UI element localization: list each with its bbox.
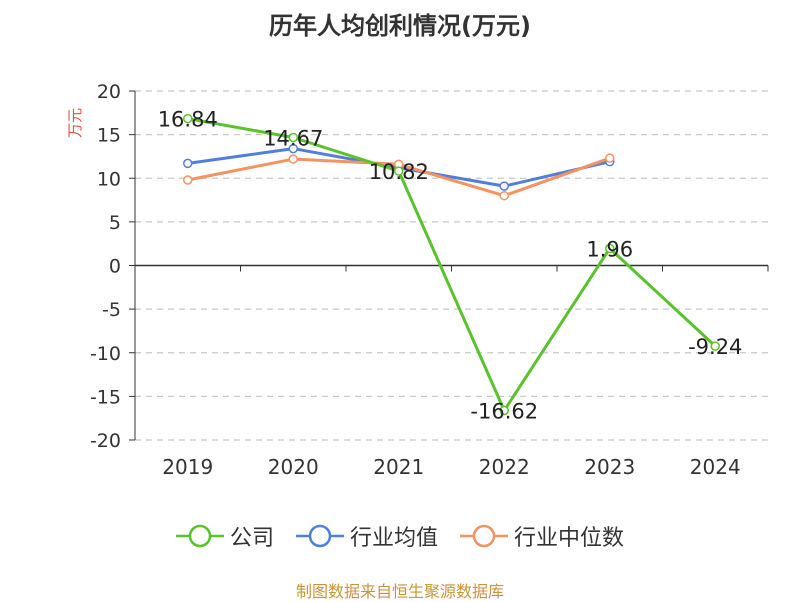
y-tick-label: 15 — [97, 125, 121, 147]
y-tick-label: -15 — [90, 386, 121, 408]
legend-item[interactable]: 公司 — [175, 520, 274, 552]
legend: 公司 行业均值 行业中位数 — [0, 520, 800, 552]
x-tick-label: 2024 — [690, 455, 741, 479]
data-labels: 16.84 14.67 10.82 -16.62 1.96 -9.24 — [158, 108, 743, 424]
data-point — [605, 243, 615, 254]
data-point — [499, 405, 509, 416]
data-label: -9.24 — [688, 335, 742, 359]
y-tick-label: -5 — [102, 299, 121, 321]
x-tick-label: 2020 — [268, 455, 319, 479]
x-tick-label: 2022 — [479, 455, 530, 479]
data-label: 16.84 — [158, 108, 218, 132]
data-point — [183, 175, 193, 185]
axes: 20 15 10 5 0 -5 -10 -15 -20 2019 2020 2021 2022 2023 2… — [66, 81, 769, 479]
y-tick-label: -20 — [90, 430, 121, 452]
legend-label: 行业中位数 — [514, 526, 625, 551]
data-label: -16.62 — [470, 400, 538, 424]
data-point — [710, 341, 720, 351]
data-point — [183, 158, 193, 169]
legend-marker-icon — [175, 524, 224, 548]
data-point — [499, 181, 509, 191]
x-tick-label: 2021 — [373, 455, 424, 479]
legend-marker-icon — [295, 524, 344, 548]
y-tick-label: -10 — [90, 343, 121, 365]
y-tick-label: 10 — [97, 168, 121, 190]
legend-label: 公司 — [229, 526, 274, 551]
data-point — [288, 154, 298, 164]
y-tick-label: 20 — [97, 81, 121, 103]
legend-label: 行业均值 — [349, 526, 438, 551]
x-tick-label: 2019 — [162, 455, 213, 479]
y-tick-label: 5 — [109, 212, 121, 234]
y-axis-label: 万元 — [66, 108, 84, 138]
data-point — [499, 190, 509, 201]
legend-marker-icon — [460, 524, 508, 548]
data-label: 14.67 — [263, 127, 323, 151]
data-point — [394, 166, 404, 176]
legend-item[interactable]: 行业中位数 — [460, 520, 624, 552]
data-label: 10.82 — [369, 160, 429, 184]
x-tick-label: 2023 — [584, 455, 635, 479]
series-line — [187, 117, 717, 413]
source-note: 制图数据来自恒生聚源数据库 — [295, 582, 504, 601]
data-point — [288, 132, 298, 143]
data-point — [183, 113, 193, 124]
series-lines — [183, 113, 720, 416]
data-label: 1.96 — [586, 237, 633, 261]
data-point — [605, 153, 615, 163]
y-tick-label: 0 — [109, 256, 121, 278]
data-point — [288, 143, 298, 154]
legend-item[interactable]: 行业均值 — [295, 520, 438, 552]
chart-title: 历年人均创利情况(万元) — [269, 12, 531, 40]
